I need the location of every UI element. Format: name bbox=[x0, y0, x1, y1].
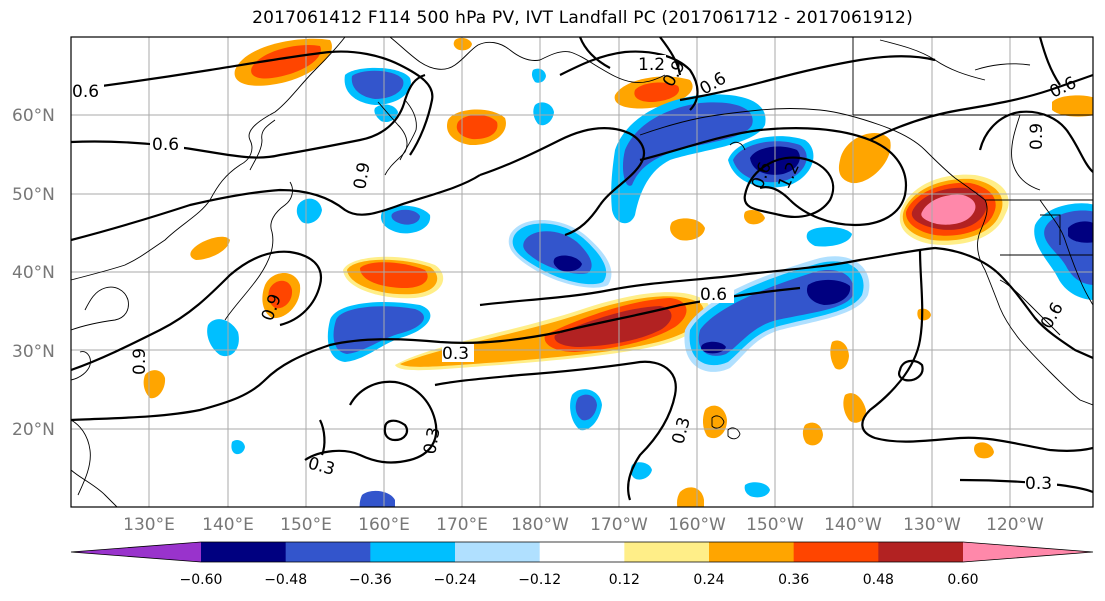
contour-label: 0.9 bbox=[1027, 123, 1047, 150]
pv-blob bbox=[554, 306, 672, 347]
pv-blob bbox=[391, 209, 420, 225]
contour-label: 0.6 bbox=[152, 135, 179, 155]
lon-tick-label: 150°W bbox=[746, 515, 804, 535]
pv-blob bbox=[296, 198, 322, 224]
lon-tick-label: 140°E bbox=[202, 515, 254, 535]
colorbar-tick-label: −0.60 bbox=[180, 572, 223, 588]
pv-blob bbox=[231, 439, 245, 455]
lon-labels: 130°E 140°E 150°E 160°E 170°E 180°W 170°… bbox=[123, 515, 1044, 535]
ivt-contours bbox=[71, 37, 1093, 501]
lon-tick-label: 170°W bbox=[590, 515, 648, 535]
pv-blob bbox=[830, 340, 849, 370]
pv-blob bbox=[190, 236, 230, 260]
pv-blob bbox=[531, 68, 546, 83]
colorbar-segment bbox=[285, 542, 371, 562]
map-frame bbox=[70, 36, 1094, 508]
colorbar-tick-label: 0.24 bbox=[693, 572, 724, 588]
lon-tick-label: 160°E bbox=[358, 515, 410, 535]
pv-blob bbox=[802, 422, 823, 446]
contour-label: 0.3 bbox=[442, 344, 469, 364]
colorbar-tick-label: −0.36 bbox=[349, 572, 392, 588]
pv-blob bbox=[917, 308, 931, 321]
pv-blob bbox=[453, 37, 472, 51]
contour-label: 1.2 bbox=[638, 55, 665, 75]
colorbar: −0.60 −0.48 −0.36 −0.24 −0.12 0.12 0.24 0.36 0.4… bbox=[70, 541, 1094, 588]
lat-tick-label: 40°N bbox=[12, 263, 55, 283]
colorbar-extend-max bbox=[963, 542, 1093, 562]
pv-blob bbox=[622, 102, 753, 186]
lat-labels: 20°N 30°N 40°N 50°N 60°N bbox=[12, 106, 55, 440]
pv-blob bbox=[670, 218, 705, 241]
pv-blob bbox=[744, 482, 770, 498]
lon-tick-label: 120°W bbox=[986, 515, 1044, 535]
colorbar-segment bbox=[878, 542, 964, 562]
colorbar-outline bbox=[70, 541, 1094, 563]
colorbar-tick-label: 0.48 bbox=[863, 572, 894, 588]
pv-blob bbox=[921, 194, 976, 225]
pv-blob bbox=[806, 279, 851, 305]
pv-blob bbox=[634, 82, 680, 102]
colorbar-segment bbox=[370, 542, 456, 562]
contour-label: 0.3 bbox=[1025, 474, 1052, 494]
pv-blob bbox=[333, 306, 424, 354]
colorbar-tick-label: 0.60 bbox=[947, 572, 978, 588]
chart-title: 2017061412 F114 500 hPa PV, IVT Landfall… bbox=[252, 8, 913, 28]
contour-label: 0.6 bbox=[700, 285, 727, 305]
colorbar-segment bbox=[624, 542, 710, 562]
pv-blob bbox=[360, 262, 428, 288]
pv-blob bbox=[351, 70, 404, 99]
contour-label: 0.9 bbox=[130, 348, 150, 375]
pv-blob bbox=[251, 44, 321, 79]
lon-tick-label: 140°W bbox=[824, 515, 882, 535]
colorbar-tick-label: 0.36 bbox=[778, 572, 809, 588]
colorbar-segment bbox=[539, 542, 625, 562]
contour-label: 0.6 bbox=[72, 82, 99, 102]
pv-blob bbox=[806, 226, 852, 247]
colorbar-segment bbox=[201, 542, 287, 562]
pv-blob bbox=[268, 280, 293, 309]
lon-tick-label: 170°E bbox=[436, 515, 488, 535]
colorbar-tick-label: 0.12 bbox=[609, 572, 640, 588]
pv-blob bbox=[1068, 221, 1093, 243]
pv-blob bbox=[359, 490, 395, 507]
colorbar-segment bbox=[793, 542, 879, 562]
lon-tick-label: 130°E bbox=[123, 515, 175, 535]
colorbar-segment bbox=[455, 542, 541, 562]
pv-blob bbox=[702, 405, 727, 439]
pv-blob bbox=[207, 319, 239, 357]
contour-label: 0.9 bbox=[350, 161, 374, 191]
colorbar-extend-min bbox=[71, 542, 201, 562]
pv-blob bbox=[744, 210, 765, 225]
lat-tick-label: 30°N bbox=[12, 342, 55, 362]
colorbar-tick-label: −0.48 bbox=[264, 572, 307, 588]
lon-tick-label: 160°W bbox=[668, 515, 726, 535]
contour-label: 0.3 bbox=[420, 426, 444, 456]
lat-tick-label: 20°N bbox=[12, 420, 55, 440]
pv-blob bbox=[575, 394, 597, 421]
lon-tick-label: 130°W bbox=[903, 515, 961, 535]
pv-blob bbox=[838, 132, 891, 184]
lat-tick-label: 50°N bbox=[12, 185, 55, 205]
colorbar-segment bbox=[709, 542, 795, 562]
colorbar-tick-label: −0.12 bbox=[518, 572, 561, 588]
pv-blob bbox=[553, 255, 582, 272]
pv-blob bbox=[456, 114, 498, 140]
pv-blob bbox=[974, 442, 994, 459]
colorbar-tick-label: −0.24 bbox=[434, 572, 477, 588]
lat-tick-label: 60°N bbox=[12, 106, 55, 126]
pv-blob bbox=[1052, 95, 1093, 117]
lon-tick-label: 180°W bbox=[511, 515, 569, 535]
pv-blob bbox=[533, 102, 554, 126]
pv-blob bbox=[843, 393, 866, 423]
coastlines bbox=[71, 37, 1093, 507]
pv-blob bbox=[630, 462, 652, 480]
lon-tick-label: 150°E bbox=[280, 515, 332, 535]
